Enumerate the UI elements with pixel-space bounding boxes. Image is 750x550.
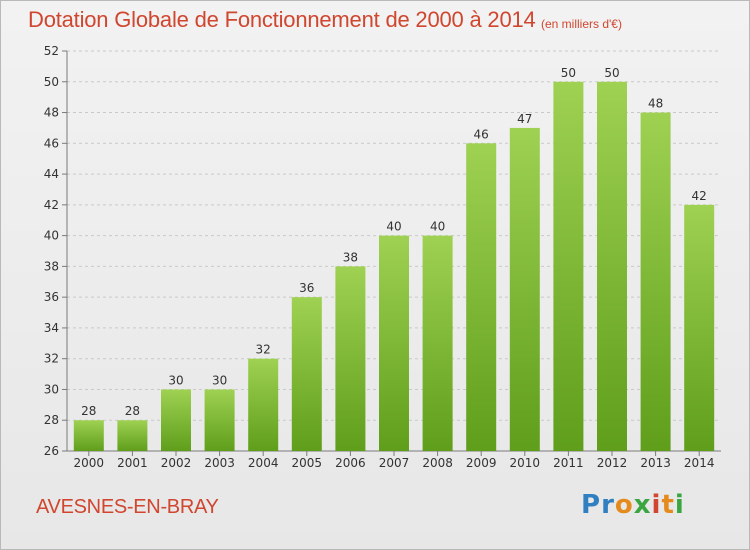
y-tick-label: 42: [44, 198, 59, 212]
bar: [335, 266, 366, 451]
x-tick-label: 2013: [640, 456, 671, 470]
y-tick-label: 32: [44, 352, 59, 366]
x-tick-label: 2007: [379, 456, 410, 470]
data-label: 30: [212, 373, 227, 387]
logo-letter: t: [661, 490, 675, 520]
data-label: 32: [256, 343, 271, 357]
data-label: 46: [474, 127, 489, 141]
bar: [291, 297, 322, 451]
proxiti-logo: Proxiti: [581, 490, 685, 520]
bar: [422, 235, 453, 451]
data-label: 50: [561, 66, 576, 80]
y-tick-label: 34: [44, 321, 59, 335]
x-tick-label: 2003: [204, 456, 235, 470]
y-tick-label: 46: [44, 136, 59, 150]
bar: [117, 420, 148, 451]
y-tick-label: 38: [44, 259, 59, 273]
bar: [466, 143, 497, 452]
y-tick-label: 44: [44, 167, 59, 181]
data-label: 36: [299, 281, 314, 295]
chart-title: Dotation Globale de Fonctionnement de 20…: [28, 7, 536, 32]
data-label: 48: [648, 97, 663, 111]
bar: [509, 127, 540, 451]
bar: [640, 112, 671, 452]
bar: [248, 358, 279, 451]
y-tick-label: 48: [44, 106, 59, 120]
y-tick-label: 30: [44, 382, 59, 396]
x-tick-label: 2001: [117, 456, 148, 470]
logo-letter: x: [633, 490, 652, 520]
logo-letter: P: [581, 490, 602, 520]
data-label: 28: [81, 404, 96, 418]
y-tick-label: 26: [44, 444, 59, 458]
x-tick-label: 2008: [422, 456, 453, 470]
bar: [73, 420, 104, 451]
x-tick-label: 2006: [335, 456, 366, 470]
commune-name: AVESNES-EN-BRAY: [36, 496, 219, 518]
x-tick-label: 2004: [248, 456, 279, 470]
x-tick-label: 2005: [292, 456, 323, 470]
y-tick-label: 28: [44, 413, 59, 427]
x-tick-label: 2000: [74, 456, 105, 470]
data-label: 40: [430, 220, 445, 234]
bar: [379, 235, 409, 451]
bar: [204, 389, 235, 451]
x-tick-label: 2014: [684, 456, 715, 470]
x-tick-label: 2011: [553, 456, 584, 470]
x-tick-label: 2002: [161, 456, 192, 470]
data-label: 42: [692, 189, 707, 203]
data-label: 28: [125, 404, 140, 418]
x-tick-label: 2012: [597, 456, 628, 470]
data-label: 50: [604, 66, 619, 80]
y-tick-label: 40: [44, 229, 59, 243]
data-label: 47: [517, 112, 532, 126]
x-tick-label: 2010: [510, 456, 541, 470]
data-label: 30: [168, 373, 183, 387]
logo-letter: r: [601, 490, 615, 520]
bar: [684, 204, 715, 451]
logo-letter: i: [674, 490, 685, 520]
data-label: 40: [386, 220, 401, 234]
data-label: 38: [343, 250, 358, 264]
bar: [597, 81, 627, 452]
y-tick-label: 50: [44, 75, 59, 89]
bar: [553, 81, 584, 452]
y-tick-label: 52: [44, 44, 59, 58]
y-tick-label: 36: [44, 290, 59, 304]
logo-letter: o: [614, 490, 634, 520]
x-tick-label: 2009: [466, 456, 497, 470]
logo-letter: i: [651, 490, 662, 520]
chart-subtitle: (en milliers d'€): [541, 17, 622, 31]
bar: [161, 389, 191, 451]
